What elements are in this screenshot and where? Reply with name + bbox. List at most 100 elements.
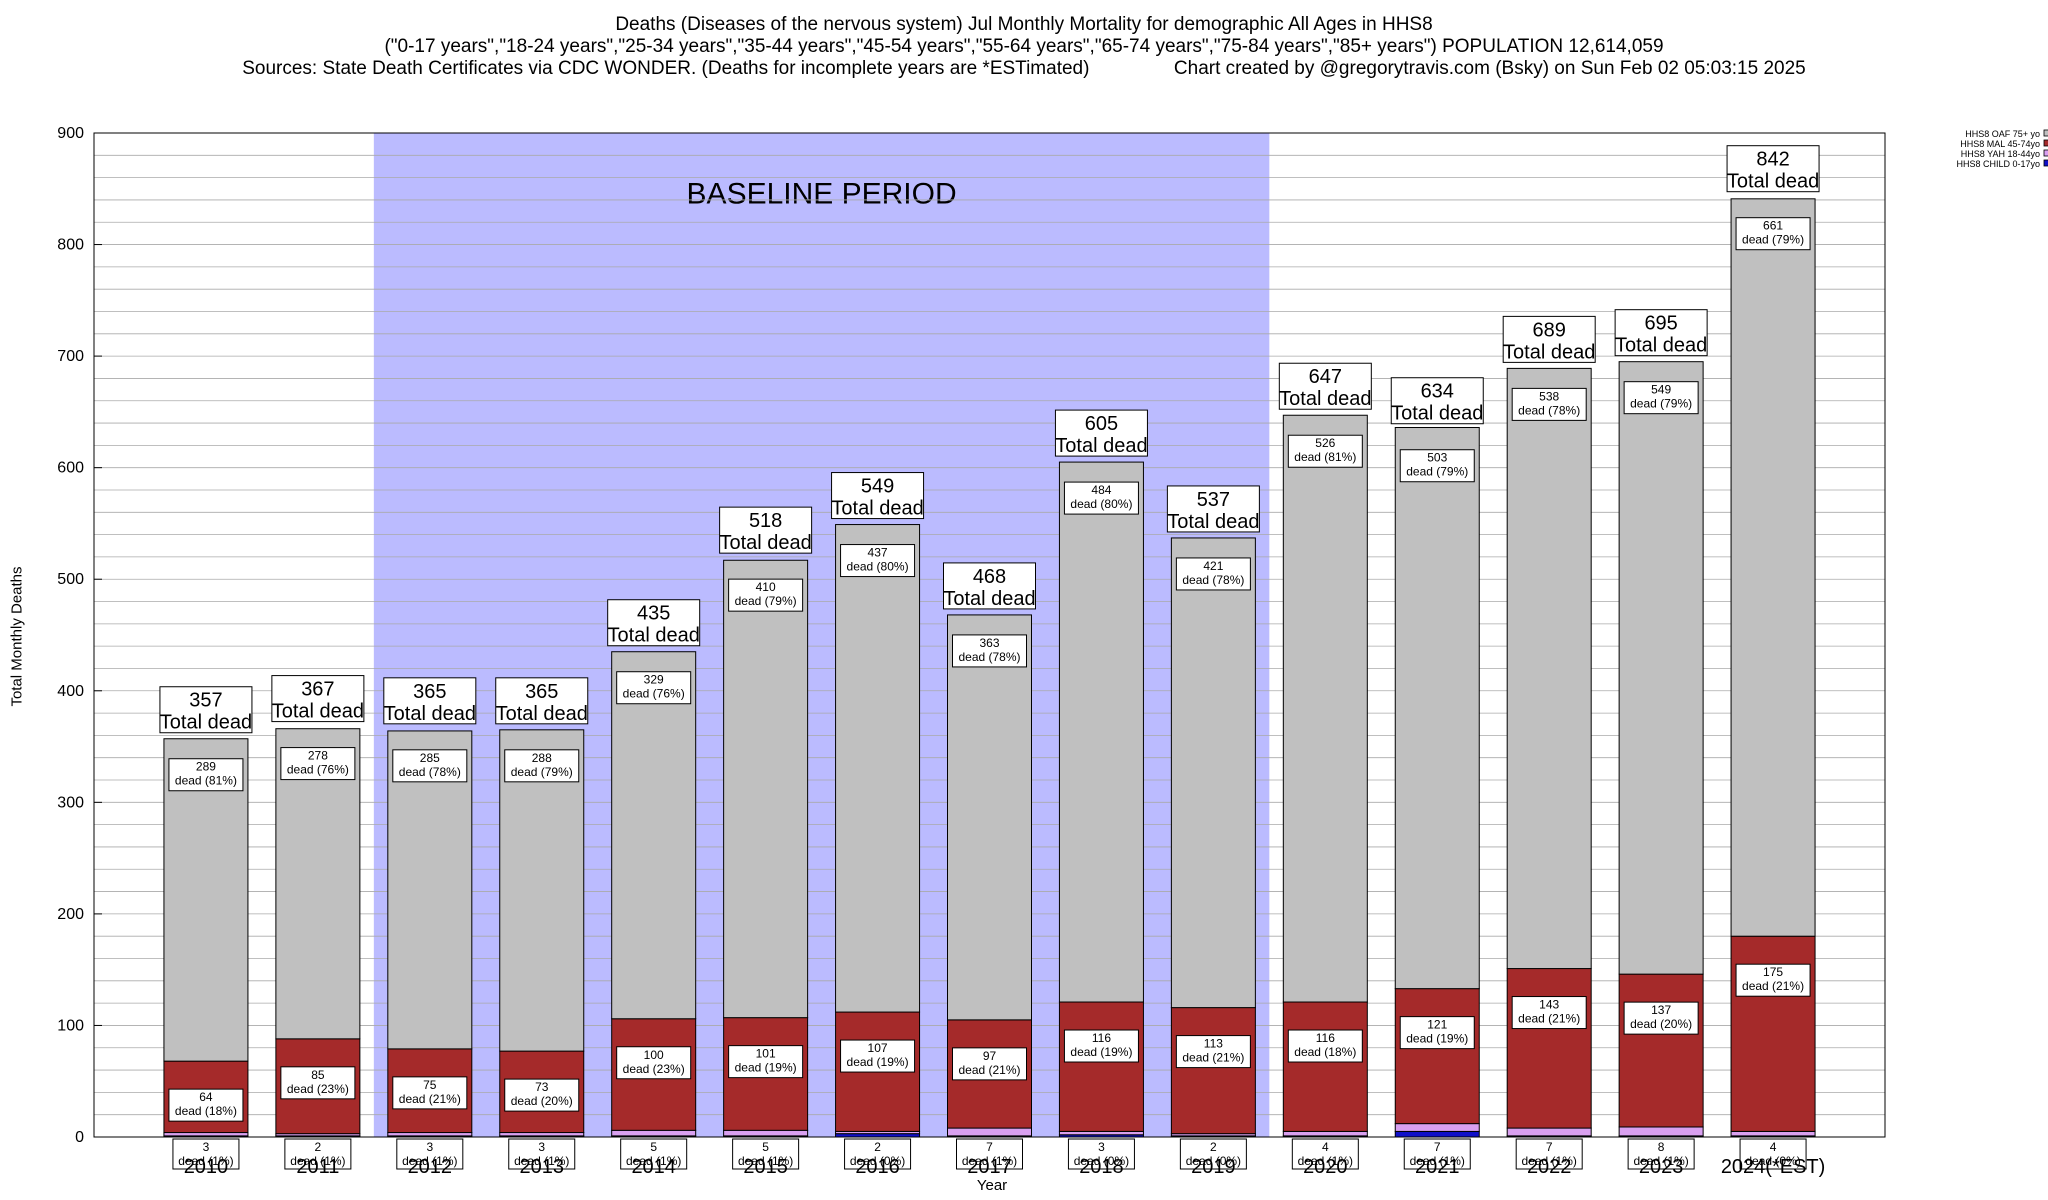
- oaf-data-label-box: [1063, 481, 1139, 515]
- total-label-box: [1502, 315, 1596, 363]
- mal-data-label: 143: [1539, 998, 1559, 1012]
- oaf-data-label: dead (76%): [287, 763, 349, 777]
- total-label: Total dead: [1503, 341, 1595, 363]
- bar-segment-yah: [947, 1127, 1032, 1137]
- bar-segment-oaf: [947, 614, 1032, 1021]
- total-label: Total dead: [1167, 511, 1259, 533]
- yah-data-label-box: [1739, 1138, 1807, 1170]
- chart-sources-line: Sources: State Death Certificates via CD…: [0, 58, 2048, 80]
- mal-data-label: dead (19%): [735, 1061, 797, 1075]
- x-tick-label: 2012: [408, 1156, 453, 1178]
- yah-data-label-box: [1627, 1138, 1695, 1170]
- mal-data-label: 113: [1204, 1037, 1223, 1051]
- x-tick-label: 2023: [1639, 1156, 1684, 1178]
- oaf-data-label-box: [728, 578, 804, 612]
- legend-label: HHS8 YAH 18-44yo: [1961, 149, 2040, 159]
- oaf-data-label: 278: [308, 749, 328, 763]
- oaf-data-label: dead (79%): [1630, 397, 1692, 411]
- legend-swatch: [2043, 159, 2048, 167]
- yah-data-label: 3: [538, 1140, 545, 1154]
- bar-segment-yah: [611, 1129, 697, 1137]
- bar-segment-yah: [499, 1132, 585, 1137]
- oaf-data-label: dead (81%): [175, 774, 237, 788]
- chart-sources: Sources: State Death Certificates via CD…: [242, 58, 1090, 79]
- mal-data-label-box: [1063, 1029, 1139, 1063]
- bar-segment-child: [835, 1133, 921, 1138]
- oaf-data-label: 329: [644, 673, 664, 687]
- total-label: 365: [525, 681, 558, 703]
- total-label: Total dead: [719, 532, 811, 554]
- mal-data-label-box: [1287, 1029, 1363, 1063]
- mal-data-label: dead (21%): [1742, 979, 1804, 993]
- total-label-box: [1726, 145, 1820, 193]
- mal-data-label: dead (19%): [1070, 1045, 1132, 1059]
- oaf-data-label-box: [504, 749, 580, 783]
- yah-data-label: dead (1%): [402, 1154, 457, 1168]
- yah-data-label: 2: [1210, 1140, 1217, 1154]
- total-label: 605: [1085, 413, 1118, 435]
- oaf-data-label: dead (81%): [1294, 450, 1356, 464]
- yah-data-label: 2: [874, 1140, 881, 1154]
- chart-title: Deaths (Diseases of the nervous system) …: [615, 14, 1433, 35]
- yah-data-label: 2: [315, 1140, 322, 1154]
- mal-data-label: 107: [868, 1041, 888, 1055]
- x-tick-label: 2015: [743, 1156, 788, 1178]
- mal-data-label: 116: [1316, 1031, 1335, 1045]
- oaf-data-label-box: [1623, 381, 1699, 415]
- mal-data-label: dead (23%): [287, 1082, 349, 1096]
- total-label: 647: [1309, 366, 1342, 388]
- oaf-data-label-box: [1511, 387, 1587, 421]
- mal-data-label-box: [1175, 1035, 1251, 1069]
- bar-segment-oaf: [1506, 367, 1592, 970]
- bar-segment-yah: [387, 1132, 473, 1137]
- mal-data-label: dead (18%): [175, 1104, 237, 1118]
- oaf-data-label: dead (78%): [958, 650, 1020, 664]
- yah-data-label: dead (0%): [1186, 1154, 1241, 1168]
- mal-data-label: dead (19%): [847, 1055, 909, 1069]
- bar-segment-yah: [1730, 1130, 1816, 1137]
- bar-segment-yah: [1618, 1126, 1704, 1137]
- total-label: Total dead: [1055, 435, 1147, 457]
- total-label: Total dead: [1727, 171, 1819, 193]
- y-tick-label: 700: [57, 348, 84, 365]
- mal-data-label: 64: [199, 1090, 213, 1104]
- yah-data-label-box: [1291, 1138, 1359, 1170]
- bar-segment-yah: [723, 1129, 809, 1137]
- oaf-data-label: dead (79%): [511, 765, 573, 779]
- total-label-box: [1054, 409, 1148, 457]
- oaf-data-label-box: [952, 634, 1027, 668]
- total-label: 518: [749, 510, 782, 532]
- mal-data-label: 85: [311, 1068, 325, 1082]
- oaf-data-label: dead (80%): [847, 560, 909, 574]
- total-label: 435: [637, 603, 670, 625]
- yah-data-label: 5: [650, 1140, 657, 1154]
- oaf-data-label-box: [840, 544, 916, 578]
- yah-data-label-box: [284, 1138, 352, 1170]
- yah-data-label-box: [396, 1138, 464, 1170]
- mal-data-label: 75: [423, 1078, 437, 1092]
- total-label: 689: [1533, 319, 1566, 341]
- x-tick-label: 2017: [967, 1156, 1012, 1178]
- mal-data-label-box: [1511, 996, 1587, 1030]
- total-label-box: [1278, 362, 1372, 410]
- y-axis-label: Total Monthly Deaths: [8, 566, 26, 707]
- total-label: 365: [413, 681, 446, 703]
- oaf-data-label-box: [168, 758, 244, 792]
- x-tick-label: 2011: [296, 1156, 339, 1178]
- bar-segment-mal: [1170, 1007, 1256, 1135]
- oaf-data-label-box: [392, 749, 468, 783]
- mal-data-label: 73: [535, 1080, 549, 1094]
- mal-data-label: dead (20%): [1630, 1017, 1692, 1031]
- oaf-data-label: dead (78%): [399, 765, 461, 779]
- total-label-box: [1390, 377, 1484, 425]
- mal-data-label-box: [168, 1088, 244, 1122]
- total-label: Total dead: [1391, 403, 1483, 425]
- yah-data-label-box: [732, 1138, 800, 1170]
- x-tick-label: 2014: [631, 1156, 676, 1178]
- total-label: Total dead: [831, 498, 923, 520]
- bar-segment-oaf: [1730, 198, 1816, 937]
- mal-data-label: dead (21%): [958, 1063, 1020, 1077]
- yah-data-label: 5: [762, 1140, 769, 1154]
- mal-data-label: dead (18%): [1294, 1045, 1356, 1059]
- bar-segment-mal: [1058, 1001, 1144, 1132]
